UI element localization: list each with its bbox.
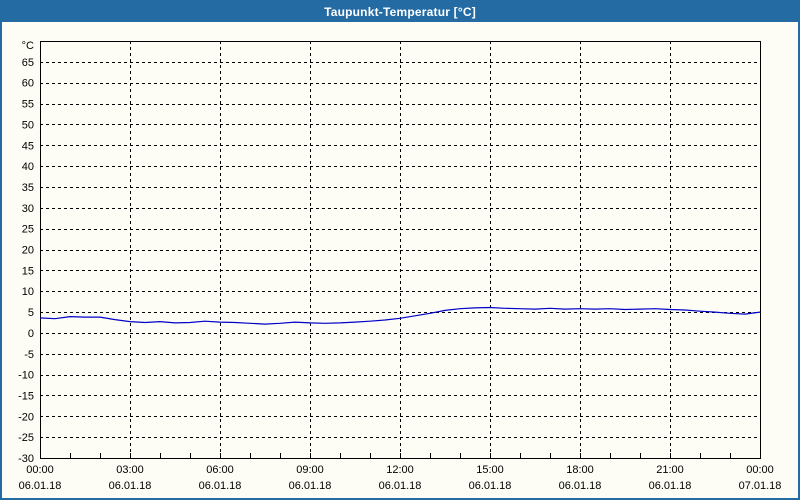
y-tick-label: 50 (22, 119, 34, 131)
x-tick-time-label: 21:00 (656, 464, 684, 476)
x-tick-date-label: 06.01.18 (19, 480, 62, 492)
y-tick-label: 30 (22, 203, 34, 215)
y-tick-label: 0 (28, 328, 34, 340)
x-minor-ticks (40, 453, 761, 458)
gridlines (40, 41, 760, 458)
y-tick-label: -25 (18, 432, 34, 444)
window-title-bar: Taupunkt-Temperatur [°C] (2, 2, 798, 22)
x-tick-time-label: 00:00 (746, 464, 774, 476)
x-tick-time-label: 03:00 (116, 464, 144, 476)
x-tick-labels: 00:00 06.01.18 03:00 06.01.18 06:00 06.01.18 0… (19, 464, 782, 492)
y-tick-label: 25 (22, 224, 34, 236)
chart-area: °C 65 60 55 50 45 40 35 30 25 20 15 10 5 0 -5 -10 -15 -20-… (2, 22, 798, 498)
y-tick-labels: 65605550454035302520151050-5-10-15-20-25… (18, 57, 34, 465)
x-tick-date-label: 06.01.18 (289, 480, 332, 492)
chart-title: Taupunkt-Temperatur [°C] (324, 5, 476, 19)
x-tick-date-label: 07.01.18 (739, 480, 782, 492)
x-tick-date-label: 06.01.18 (109, 480, 152, 492)
y-tick-label: -10 (18, 370, 34, 382)
y-tick-label: 5 (28, 307, 34, 319)
x-tick-time-label: 09:00 (296, 464, 324, 476)
y-tick-label: 20 (22, 245, 34, 257)
x-tick-time-label: 15:00 (476, 464, 504, 476)
y-tick-label: 15 (22, 265, 34, 277)
series-line (39, 306, 761, 325)
y-tick-label: -5 (24, 349, 34, 361)
x-tick-date-label: 06.01.18 (379, 480, 422, 492)
y-tick-label: 40 (22, 161, 34, 173)
x-tick-date-label: 06.01.18 (649, 480, 692, 492)
y-tick-label: 60 (22, 78, 34, 90)
x-tick-date-label: 06.01.18 (559, 480, 602, 492)
y-tick-label: 65 (22, 57, 34, 69)
x-tick-time-label: 12:00 (386, 464, 414, 476)
y-tick-label: 35 (22, 182, 34, 194)
chart-canvas: °C65605550454035302520151050-5-10-15-20-… (18, 40, 782, 492)
y-tick-label: -20 (18, 411, 34, 423)
y-tick-label: 45 (22, 140, 34, 152)
x-tick-time-label: 00:00 (26, 464, 54, 476)
x-tick-time-label: 06:00 (206, 464, 234, 476)
plot-border (40, 41, 761, 459)
y-tick-label: 10 (22, 286, 34, 298)
y-tick-label: 55 (22, 99, 34, 111)
y-axis-unit-label: °C (22, 40, 34, 52)
x-tick-date-label: 06.01.18 (469, 480, 512, 492)
y-tick-label: -30 (18, 453, 34, 465)
x-tick-time-label: 18:00 (566, 464, 594, 476)
x-tick-date-label: 06.01.18 (199, 480, 242, 492)
y-tick-label: -15 (18, 390, 34, 402)
